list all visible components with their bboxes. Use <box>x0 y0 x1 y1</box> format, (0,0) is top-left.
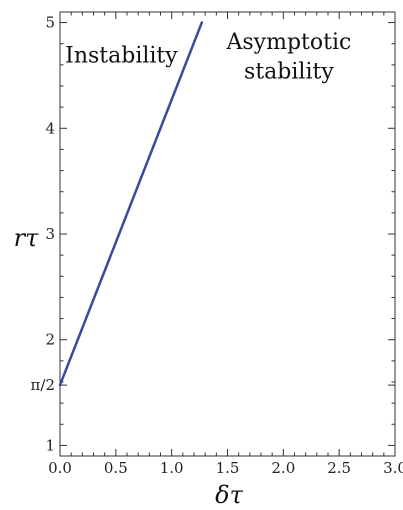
region-label: Asymptotic <box>225 30 351 55</box>
y-tick-label: 3 <box>45 225 55 243</box>
annotations: Instability Asymptotic stability <box>65 30 351 85</box>
y-tick-label: π/2 <box>31 376 55 394</box>
x-tick-label: 0.5 <box>104 459 128 477</box>
region-label: stability <box>244 60 334 85</box>
x-tick-label: 1.5 <box>216 459 240 477</box>
x-tick-label: 3.0 <box>383 459 403 477</box>
ticks <box>59 12 396 456</box>
tick-labels: 0.0 0.5 1.0 1.5 2.0 2.5 3.0 1 π/2 2 3 4 5 <box>31 14 403 477</box>
x-tick-label: 2.0 <box>271 459 295 477</box>
x-tick-label: 2.5 <box>327 459 351 477</box>
y-tick-label: 5 <box>45 14 55 32</box>
plot-frame <box>59 11 396 457</box>
region-label: Instability <box>65 44 178 69</box>
series <box>58 21 204 387</box>
y-tick-label: 4 <box>45 119 55 137</box>
x-tick-label: 1.0 <box>160 459 184 477</box>
x-tick-label: 0.0 <box>48 459 72 477</box>
x-axis-label: δτ <box>215 481 243 509</box>
stability-boundary-line <box>58 21 204 387</box>
y-tick-label: 1 <box>45 436 55 454</box>
y-tick-label: 2 <box>45 331 55 349</box>
y-axis-label: rτ <box>14 224 39 252</box>
